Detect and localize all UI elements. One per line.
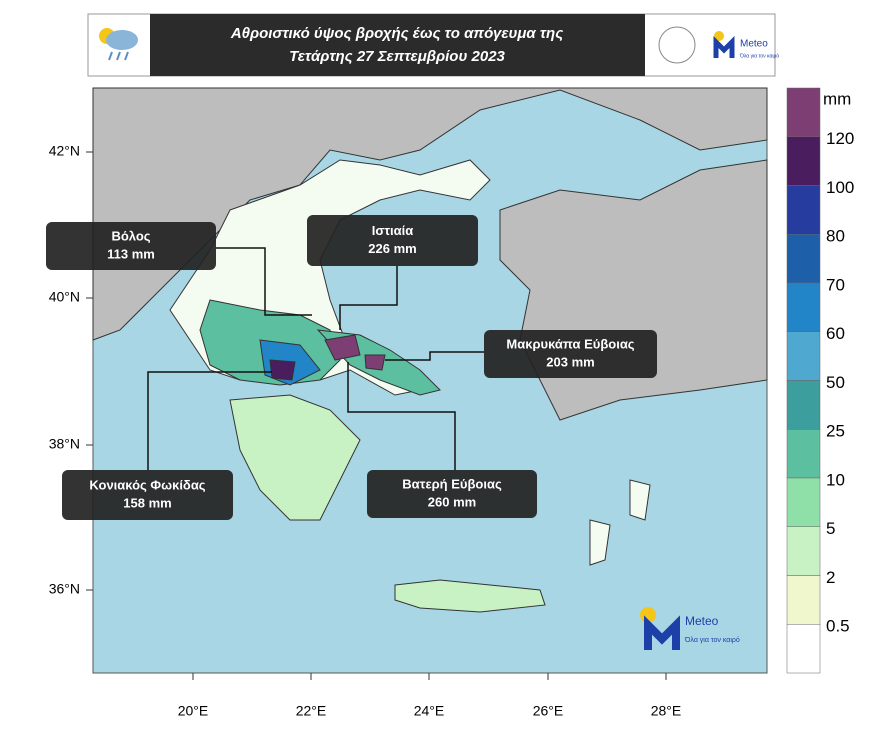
colorbar-band [786, 185, 821, 235]
colorbar-label: 5 [826, 519, 835, 538]
lon-label: 22°E [296, 703, 327, 719]
callout-box [46, 222, 216, 270]
colorbar-label: 50 [826, 373, 845, 392]
callout-leader [147, 371, 272, 470]
colorbar-band [786, 477, 821, 527]
logo-sun [714, 31, 724, 41]
lon-label: 24°E [414, 703, 445, 719]
lon-label: 26°E [533, 703, 564, 719]
callout-box [484, 330, 657, 378]
colorbar-band [786, 624, 821, 674]
weather-icon [99, 28, 138, 61]
colorbar-label: 100 [826, 178, 854, 197]
colorbar-label: 2 [826, 568, 835, 587]
lon-label: 28°E [651, 703, 682, 719]
callout-amount: 158 mm [123, 495, 171, 510]
callout-amount: 113 mm [107, 246, 155, 261]
logo-small: Όλα για τον καιρό [739, 52, 779, 59]
colorbar-band [786, 282, 821, 332]
title: Αθροιστικό ύψος βροχής έως το απόγευμα τ… [230, 25, 563, 42]
colorbar-unit: mm [823, 89, 851, 108]
map-logo-m [644, 615, 680, 650]
lat-label: 38°N [49, 436, 80, 452]
colorbar-label: 25 [826, 422, 845, 441]
logo-text: Meteo [740, 39, 768, 50]
callout-place: Μακρυκάπα Εύβοιας [506, 336, 634, 351]
callout-leader [347, 362, 456, 470]
lat-label: 42°N [49, 143, 80, 159]
colorbar-label: 120 [826, 129, 854, 148]
colorbar-label: 70 [826, 275, 845, 294]
colorbar-band [786, 87, 821, 137]
callout-amount: 260 mm [428, 494, 476, 509]
callout-place: Βατερή Εύβοιας [402, 476, 502, 491]
callout-place: Ιστιαία [372, 223, 414, 238]
callout-box [367, 470, 537, 518]
university-seal [658, 26, 696, 64]
logo-m [713, 35, 735, 58]
map-logo-small: Όλα για τον καιρό [684, 636, 740, 644]
callout-amount: 203 mm [546, 354, 594, 369]
colorbar-label: 60 [826, 324, 845, 343]
callout-box [62, 470, 233, 520]
title-bar [150, 14, 645, 76]
colorbar-band [786, 429, 821, 479]
colorbar-band [786, 234, 821, 284]
callout-leader [385, 351, 484, 361]
colorbar-label: 0.5 [826, 617, 850, 636]
title: Τετάρτης 27 Σεπτεμβρίου 2023 [289, 48, 505, 65]
callout-leader [339, 266, 398, 330]
colorbar-band [786, 136, 821, 186]
colorbar-band [786, 575, 821, 625]
callout-leader [216, 247, 312, 316]
colorbar-band [786, 331, 821, 381]
callout-place: Κονιακός Φωκίδας [89, 477, 205, 492]
map-logo-text: Meteo [685, 614, 719, 628]
colorbar-band [786, 526, 821, 576]
lon-label: 20°E [178, 703, 209, 719]
colorbar-band [786, 380, 821, 430]
colorbar-label: 80 [826, 227, 845, 246]
lat-label: 36°N [49, 581, 80, 597]
colorbar-label: 10 [826, 470, 845, 489]
callout-amount: 226 mm [368, 241, 416, 256]
callout-place: Βόλος [111, 228, 150, 243]
callout-box [307, 215, 478, 266]
lat-label: 40°N [49, 289, 80, 305]
